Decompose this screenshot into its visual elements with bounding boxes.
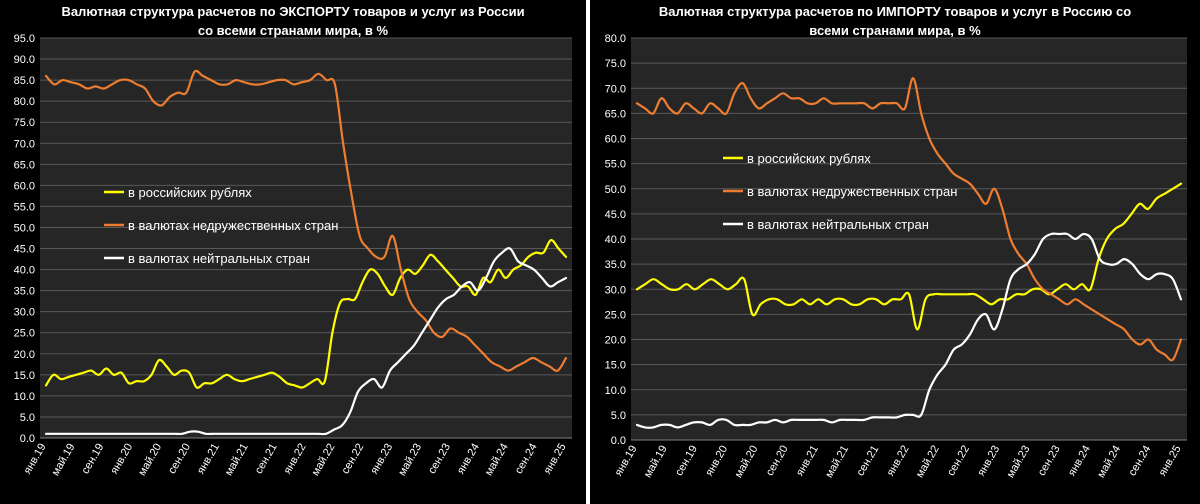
import-y-tick-label: 20.0 bbox=[605, 335, 626, 347]
import-x-tick-label: сен.22 bbox=[945, 443, 972, 478]
export-y-tick-label: 90.0 bbox=[14, 54, 35, 66]
import-y-tick-label: 65.0 bbox=[605, 108, 626, 120]
export-y-tick-label: 5.0 bbox=[20, 412, 35, 424]
import-x-tick-label: май.24 bbox=[1095, 444, 1123, 480]
import-x-tick-label: май.21 bbox=[823, 444, 851, 480]
import-y-tick-label: 5.0 bbox=[611, 410, 626, 422]
import-y-tick-label: 45.0 bbox=[605, 209, 626, 221]
import-x-tick-label: янв.24 bbox=[1066, 443, 1093, 478]
export-x-tick-label: сен.23 bbox=[426, 441, 453, 476]
import-y-tick-label: 25.0 bbox=[605, 309, 626, 321]
export-x-tick-label: сен.24 bbox=[513, 441, 540, 476]
import-y-tick-label: 40.0 bbox=[605, 234, 626, 246]
export-y-tick-label: 50.0 bbox=[14, 222, 35, 234]
export-chart-svg: 0.0 5.0 10.0 15.0 20.0 25.0 30.0 35.0 40.0 45.0 50… bbox=[14, 33, 572, 478]
export-x-tick-label: сен.20 bbox=[166, 441, 193, 476]
export-y-tick-label: 55.0 bbox=[14, 201, 35, 213]
export-x-tick-label: сен.22 bbox=[340, 442, 367, 477]
export-x-tick-label: май.23 bbox=[396, 442, 424, 478]
export-chart-panel: Валютная структура расчетов по ЭКСПОРТУ … bbox=[0, 0, 586, 504]
import-y-tick-label: 0.0 bbox=[611, 435, 626, 447]
import-x-tick-label: янв.20 bbox=[703, 444, 730, 479]
export-y-tick-label: 30.0 bbox=[14, 307, 35, 319]
import-series-line-rub bbox=[635, 182, 1183, 331]
export-x-tick-label: май.20 bbox=[136, 442, 164, 478]
import-y-tick-label: 70.0 bbox=[605, 83, 626, 95]
export-x-tick-label: янв.22 bbox=[282, 442, 309, 477]
export-x-tick-label: янв.23 bbox=[368, 442, 395, 477]
export-chart-title: Валютная структура расчетов по ЭКСПОРТУ … bbox=[0, 2, 586, 40]
export-y-tick-label: 60.0 bbox=[14, 180, 35, 192]
import-y-tick-label: 35.0 bbox=[605, 259, 626, 271]
export-x-tick-label: сен.19 bbox=[80, 442, 107, 477]
import-x-tick-label: сен.19 bbox=[673, 443, 700, 478]
import-y-tick-label: 30.0 bbox=[605, 284, 626, 296]
export-x-tick-label: сен.21 bbox=[253, 441, 280, 476]
export-legend-label-unfriendly: в валютах недружественных стран bbox=[128, 218, 338, 233]
export-plot-area bbox=[40, 38, 572, 438]
import-y-tick-label: 75.0 bbox=[605, 58, 626, 70]
import-title-line2: всеми странами мира, в % bbox=[809, 23, 981, 38]
import-x-tick-label: янв.19 bbox=[613, 444, 640, 479]
import-x-tick-label: янв.23 bbox=[975, 444, 1002, 479]
import-chart-title: Валютная структура расчетов по ИМПОРТУ т… bbox=[590, 2, 1200, 40]
import-y-tick-label: 15.0 bbox=[605, 360, 626, 372]
import-legend-label-rub: в российских рублях bbox=[747, 151, 871, 166]
export-x-tick-label: май.19 bbox=[50, 442, 78, 478]
export-x-tick-label: май.22 bbox=[310, 442, 338, 478]
import-x-tick-label: сен.23 bbox=[1036, 443, 1063, 478]
import-x-tick-label: сен.21 bbox=[855, 444, 882, 479]
export-x-tick-label: янв.20 bbox=[108, 442, 135, 477]
import-title-line1: Валютная структура расчетов по ИМПОРТУ т… bbox=[658, 4, 1132, 19]
export-legend-label-rub: в российских рублях bbox=[128, 185, 252, 200]
export-y-tick-label: 45.0 bbox=[14, 244, 35, 256]
export-y-tick-label: 10.0 bbox=[14, 391, 35, 403]
export-x-tick-label: май.21 bbox=[223, 441, 251, 477]
import-x-tick-label: май.19 bbox=[642, 443, 670, 479]
import-y-tick-label: 10.0 bbox=[605, 385, 626, 397]
export-x-tick-label: май.24 bbox=[483, 441, 511, 477]
export-x-tick-label: янв.21 bbox=[195, 441, 222, 476]
import-legend-label-unfriendly: в валютах недружественных стран bbox=[747, 184, 957, 199]
import-chart-panel: Валютная структура расчетов по ИМПОРТУ т… bbox=[590, 0, 1200, 504]
import-y-tick-label: 80.0 bbox=[605, 33, 626, 45]
export-y-tick-label: 40.0 bbox=[14, 265, 35, 277]
export-y-tick-label: 85.0 bbox=[14, 75, 35, 87]
export-series-line-neutral bbox=[44, 247, 568, 436]
export-series-line-rub bbox=[44, 238, 568, 389]
import-x-tick-label: янв.25 bbox=[1157, 444, 1184, 479]
import-x-tick-label: янв.21 bbox=[794, 443, 821, 478]
import-x-tick-label: май.23 bbox=[1005, 444, 1033, 480]
import-series-line-unfriendly bbox=[635, 77, 1183, 362]
import-series-line-neutral bbox=[635, 232, 1183, 429]
import-y-tick-label: 55.0 bbox=[605, 159, 626, 171]
export-y-tick-label: 0.0 bbox=[20, 433, 35, 445]
export-y-tick-label: 35.0 bbox=[14, 286, 35, 298]
export-x-tick-label: янв.24 bbox=[455, 441, 482, 476]
export-y-tick-label: 70.0 bbox=[14, 138, 35, 150]
export-y-tick-label: 75.0 bbox=[14, 117, 35, 129]
export-x-tick-label: янв.25 bbox=[542, 442, 569, 477]
import-x-tick-label: май.22 bbox=[914, 443, 942, 479]
import-x-tick-label: сен.24 bbox=[1127, 444, 1154, 479]
export-title-line2: со всеми странами мира, в % bbox=[197, 23, 389, 38]
import-x-tick-label: май.20 bbox=[733, 444, 761, 480]
export-y-tick-label: 15.0 bbox=[14, 370, 35, 382]
export-y-tick-label: 95.0 bbox=[14, 33, 35, 45]
export-y-tick-label: 65.0 bbox=[14, 159, 35, 171]
import-x-tick-label: сен.20 bbox=[764, 443, 791, 478]
export-x-tick-label: янв.19 bbox=[22, 442, 49, 477]
export-y-tick-label: 20.0 bbox=[14, 349, 35, 361]
export-title-line1: Валютная структура расчетов по ЭКСПОРТУ … bbox=[61, 4, 525, 19]
import-legend-label-neutral: в валютах нейтральных стран bbox=[747, 217, 929, 232]
import-y-tick-label: 50.0 bbox=[605, 184, 626, 196]
export-series-line-unfriendly bbox=[44, 69, 568, 372]
export-y-tick-label: 25.0 bbox=[14, 328, 35, 340]
export-y-tick-label: 80.0 bbox=[14, 96, 35, 108]
import-chart-svg: 0.0 5.0 10.0 15.0 20.0 25.0 30.0 35.0 40.0 45.0 50… bbox=[605, 33, 1187, 480]
import-x-tick-label: янв.22 bbox=[885, 444, 912, 479]
import-y-tick-label: 60.0 bbox=[605, 134, 626, 146]
export-legend-label-neutral: в валютах нейтральных стран bbox=[128, 251, 310, 266]
